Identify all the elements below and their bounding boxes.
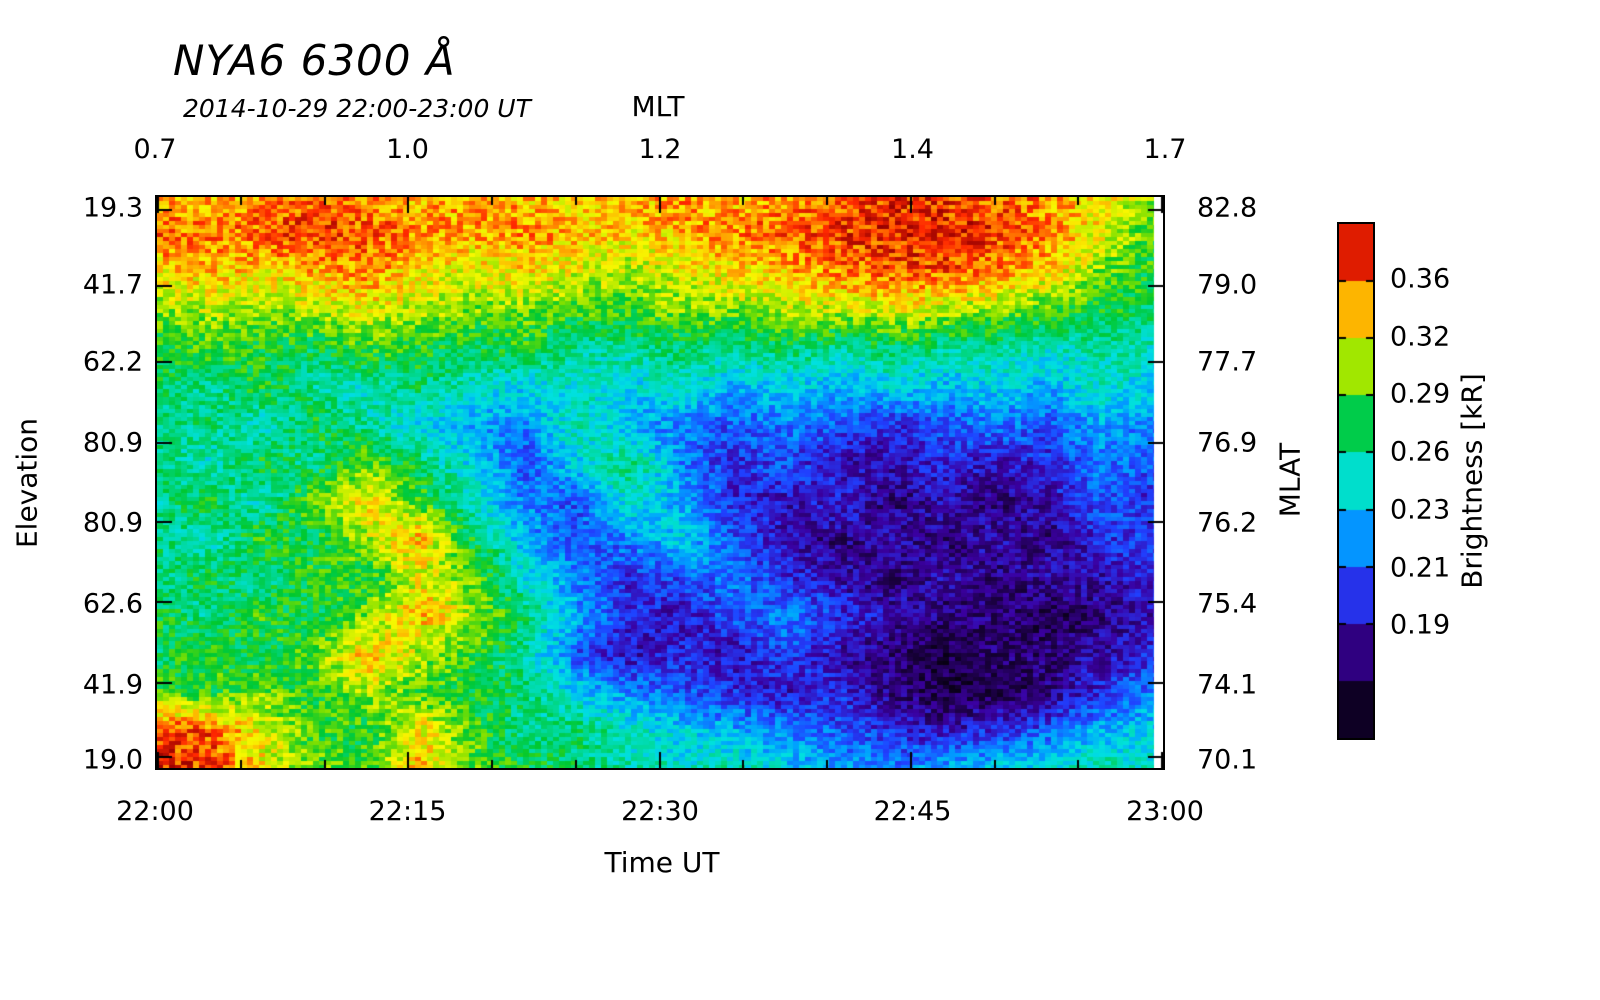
colorbar-tick-label: 0.19	[1390, 609, 1451, 641]
colorbar-tick-label: 0.32	[1390, 321, 1451, 353]
mlat-tick-label: 75.4	[1197, 588, 1258, 620]
bottom-axis-label: Time UT	[604, 846, 720, 879]
elevation-tick-label: 80.9	[82, 507, 143, 539]
mlat-tick-label: 82.8	[1197, 192, 1258, 224]
elevation-tick-label: 19.0	[82, 744, 143, 776]
colorbar-tick-label: 0.36	[1390, 263, 1451, 295]
elevation-tick-label: 62.2	[82, 346, 143, 378]
time-tick-label: 23:00	[1126, 796, 1204, 827]
mlat-tick-label: 77.7	[1197, 346, 1258, 378]
colorbar-tick-label: 0.26	[1390, 436, 1451, 468]
mlt-tick-label: 0.7	[133, 134, 177, 165]
left-axis-label: Elevation	[10, 417, 44, 549]
elevation-tick-label: 19.3	[82, 192, 143, 224]
colorbar-tick-label: 0.29	[1390, 378, 1451, 410]
colorbar-tick-label: 0.23	[1390, 494, 1451, 526]
colorbar-tick-label: 0.21	[1390, 552, 1451, 583]
chart-title: NYA6 6300 Å	[173, 36, 456, 85]
time-tick-label: 22:45	[873, 796, 952, 827]
mlat-tick-label: 76.9	[1197, 427, 1258, 459]
plot-area	[155, 195, 1165, 770]
mlat-tick-label: 76.2	[1197, 507, 1258, 539]
time-tick-label: 22:30	[621, 796, 699, 827]
mlat-tick-label: 79.0	[1197, 269, 1258, 301]
elevation-tick-label: 41.9	[82, 669, 143, 701]
colorbar	[1337, 222, 1375, 740]
time-tick-label: 22:00	[116, 796, 194, 827]
mlt-tick-label: 1.4	[891, 134, 934, 165]
colorbar-axis-label: Brightness [kR]	[1455, 373, 1489, 589]
chart-subtitle: 2014-10-29 22:00-23:00 UT	[183, 94, 531, 123]
mlat-tick-label: 70.1	[1197, 744, 1258, 776]
colorbar-canvas	[1339, 224, 1373, 738]
time-tick-label: 22:15	[368, 796, 447, 827]
top-axis-label: MLT	[631, 90, 685, 123]
right-axis-label: MLAT	[1273, 442, 1307, 518]
mlt-tick-label: 1.2	[638, 134, 682, 165]
elevation-tick-label: 41.7	[82, 269, 143, 301]
heatmap-canvas	[157, 197, 1163, 768]
mlt-tick-label: 1.0	[386, 134, 429, 165]
elevation-tick-label: 62.6	[82, 588, 143, 620]
elevation-tick-label: 80.9	[82, 427, 143, 459]
mlt-tick-label: 1.7	[1143, 134, 1187, 165]
mlat-tick-label: 74.1	[1197, 669, 1258, 701]
